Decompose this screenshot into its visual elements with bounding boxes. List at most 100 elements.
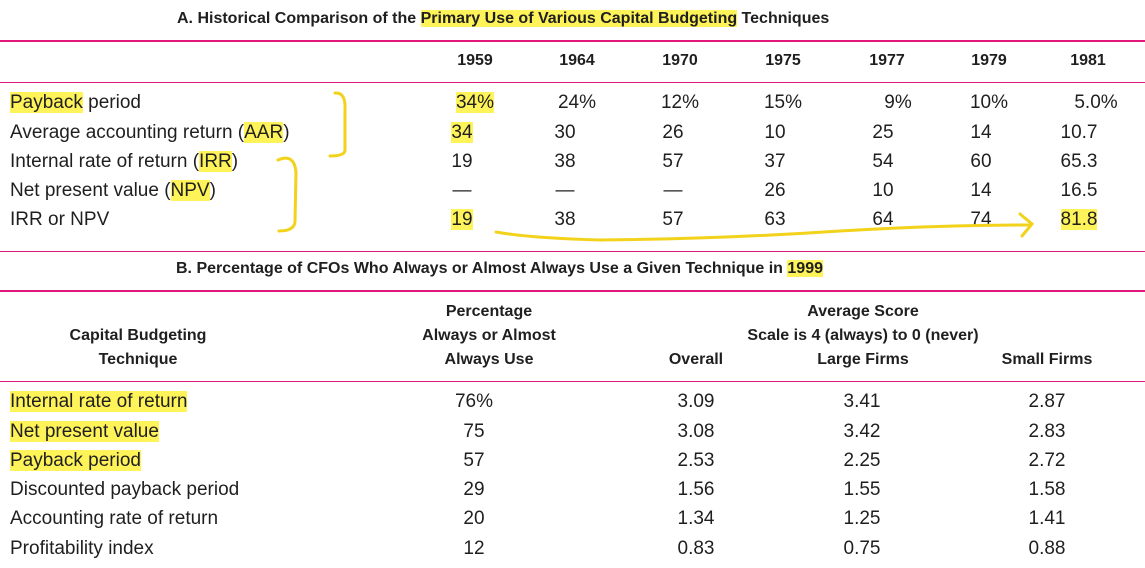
row-label-npv: Net present value — [10, 421, 159, 443]
cell-value-highlight: 81.8 — [1060, 209, 1098, 230]
table-cell: 38 — [554, 209, 576, 230]
table-cell: 65.3 — [1060, 151, 1098, 172]
section-a-top-rule — [0, 40, 1145, 42]
row-label-accounting-return: Accounting rate of return — [10, 508, 219, 529]
row-label-text: IRR or NPV — [10, 209, 110, 230]
header-line: Always Use — [444, 351, 534, 368]
table-cell: 1.34 — [677, 508, 715, 529]
col-header-small-firms: Small Firms — [1001, 351, 1093, 368]
year-header: 1975 — [765, 52, 801, 69]
bracket-annotation — [328, 91, 347, 158]
table-cell: 81.8 — [1039, 209, 1119, 231]
row-label-highlight: Internal rate of return — [10, 391, 188, 412]
table-cell: 60 — [970, 151, 992, 172]
row-label-text: ) — [231, 151, 239, 172]
table-cell: 75 — [463, 421, 485, 442]
table-cell: 34% — [435, 92, 515, 114]
table-cell: 10 — [872, 180, 894, 201]
table-cell: 20 — [463, 508, 485, 529]
table-cell: 24% — [557, 92, 597, 113]
table-cell: 30 — [554, 122, 576, 143]
section-a-title: A. Historical Comparison of the Primary … — [177, 10, 829, 28]
table-cell: 10 — [764, 122, 786, 143]
table-cell: 15% — [763, 92, 803, 113]
header-line: Average Score — [807, 303, 919, 320]
table-cell: 3.09 — [677, 391, 715, 412]
table-cell: 12 — [463, 538, 485, 559]
table-cell: 0.88 — [1028, 538, 1066, 559]
year-header: 1959 — [457, 52, 493, 69]
table-cell: — — [663, 180, 683, 201]
bracket-annotation — [276, 156, 298, 233]
section-b-title-pre: B. Percentage of CFOs Who Always or Almo… — [176, 260, 788, 277]
table-cell: 37 — [764, 151, 786, 172]
table-cell: 63 — [764, 209, 786, 230]
table-cell: 57 — [662, 151, 684, 172]
row-label-irr: Internal rate of return (IRR) — [10, 151, 238, 173]
row-label-aar: Average accounting return (AAR) — [10, 122, 290, 144]
row-label-payback: Payback period — [10, 450, 141, 472]
header-line: Technique — [98, 351, 178, 368]
header-line: Capital Budgeting — [69, 327, 207, 344]
table-cell: 0.83 — [677, 538, 715, 559]
section-b-header-top-rule — [0, 290, 1145, 292]
table-cell: 1.55 — [843, 479, 881, 500]
row-label-text: Internal rate of return ( — [10, 151, 200, 172]
table-cell: 9% — [884, 92, 912, 113]
year-header: 1970 — [662, 52, 698, 69]
table-cell: 34 — [422, 122, 502, 144]
header-line: Scale is 4 (always) to 0 (never) — [747, 327, 979, 344]
year-header: 1979 — [971, 52, 1007, 69]
table-cell: 26 — [662, 122, 684, 143]
table-cell: 57 — [662, 209, 684, 230]
table-cell: 19 — [422, 209, 502, 231]
header-line: Always or Almost — [422, 327, 556, 344]
header-line: Percentage — [445, 303, 533, 320]
table-cell: 2.72 — [1028, 450, 1066, 471]
col-header-large-firms: Large Firms — [817, 351, 909, 368]
table-cell: 2.25 — [843, 450, 881, 471]
table-cell: 2.53 — [677, 450, 715, 471]
col-header-percentage: Percentage Always or Almost Always Use — [379, 300, 599, 372]
row-label-highlight: Net present value — [10, 421, 159, 442]
table-cell: 64 — [872, 209, 894, 230]
row-label-highlight: AAR — [244, 122, 284, 143]
row-label-text: Average accounting return ( — [10, 122, 245, 143]
year-header: 1981 — [1070, 52, 1106, 69]
table-cell: 57 — [463, 450, 485, 471]
table-cell: 38 — [554, 151, 576, 172]
row-label-text: ) — [209, 180, 216, 201]
table-cell: 1.41 — [1028, 508, 1066, 529]
row-label-highlight: IRR — [199, 151, 232, 172]
row-label-text: Net present value ( — [10, 180, 171, 201]
table-cell: 29 — [463, 479, 485, 500]
table-cell: 5.0% — [1074, 92, 1118, 113]
year-header: 1977 — [869, 52, 905, 69]
table-cell: 16.5 — [1060, 180, 1098, 201]
section-a-title-post: Techniques — [737, 10, 830, 27]
table-cell: 1.58 — [1028, 479, 1066, 500]
table-cell: 25 — [872, 122, 894, 143]
col-header-overall: Overall — [668, 351, 724, 368]
row-label-profitability-index: Profitability index — [10, 538, 154, 559]
section-a-title-pre: A. Historical Comparison of the — [177, 10, 421, 27]
col-header-average-score: Average Score Scale is 4 (always) to 0 (… — [693, 300, 1033, 348]
table-cell: 10.7 — [1060, 122, 1098, 143]
table-cell: 3.08 — [677, 421, 715, 442]
row-label-discounted-payback: Discounted payback period — [10, 479, 240, 500]
section-b-top-rule — [0, 251, 1145, 252]
table-cell: 76% — [454, 391, 494, 412]
table-cell: 1.25 — [843, 508, 881, 529]
table-cell: 2.83 — [1028, 421, 1066, 442]
table-cell: 3.41 — [843, 391, 881, 412]
row-label-text: ) — [283, 122, 290, 143]
table-cell: 14 — [970, 122, 992, 143]
table-cell: 26 — [764, 180, 786, 201]
section-b-title-highlight: 1999 — [787, 260, 823, 277]
table-cell: — — [555, 180, 575, 201]
table-cell: 12% — [660, 92, 700, 113]
section-b-title: B. Percentage of CFOs Who Always or Almo… — [176, 260, 823, 278]
cell-value-highlight: 19 — [451, 209, 473, 230]
row-label-irr-or-npv: IRR or NPV — [10, 209, 109, 231]
row-label-highlight: Payback period — [10, 450, 141, 471]
